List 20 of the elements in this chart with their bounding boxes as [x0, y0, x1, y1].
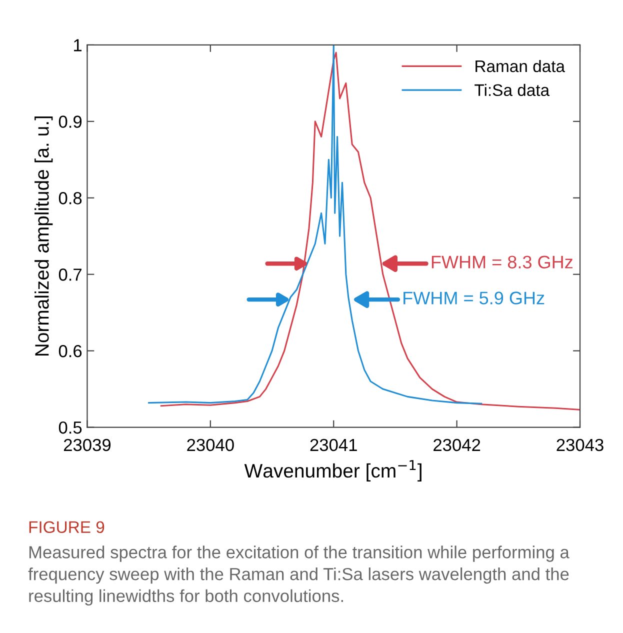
y-tick-label: 0.9: [58, 116, 82, 128]
y-tick-label: 0.8: [58, 192, 82, 204]
caption: FIGURE 9: [29, 521, 104, 534]
x-tick-label: 23042: [434, 438, 480, 452]
x-axis-title: Wavenumber [cm$^{−1}$]: [244, 460, 422, 482]
line-series: [160, 52, 580, 410]
y-tick-label: 0.6: [58, 344, 82, 358]
legend-label: Ti:Sa data: [474, 84, 550, 96]
x-tick-label: 23041: [310, 438, 357, 452]
y-tick-label: 1: [74, 39, 82, 52]
x-tick-label: 23040: [187, 438, 234, 452]
y-axis-title: Normalized amplitude [a. u.]: [34, 116, 53, 356]
x-tick-label: 23043: [556, 438, 604, 452]
annotation: FWHM = 8.3 GHz: [432, 256, 572, 268]
text: Measured spectra for the excitation of the transition while performing a frequency sweep with the Raman and Ti:Sa lasers wavelength and the resulting linewidths for both convolutions.: [28, 546, 570, 606]
x-tick-label: 23039: [64, 438, 111, 452]
annotation: FWHM = 5.9 GHz: [404, 292, 544, 304]
y-tick-label: 0.7: [58, 268, 82, 281]
legend-label: Raman data: [476, 60, 566, 72]
y-tick-label: 0.5: [58, 421, 82, 434]
